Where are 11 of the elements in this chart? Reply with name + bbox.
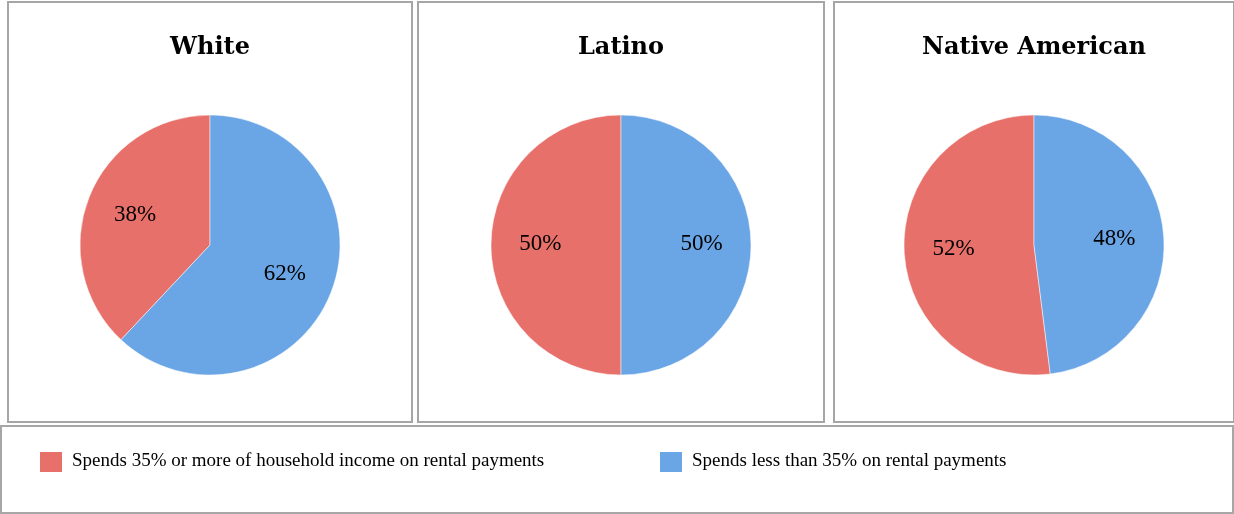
data-label: 50%: [680, 230, 723, 256]
data-label: 52%: [932, 235, 975, 261]
chart-title: Native American: [922, 31, 1146, 60]
data-label: 50%: [519, 230, 562, 256]
chart-title: Latino: [577, 31, 665, 60]
legend-label: Spends less than 35% on rental payments: [692, 449, 1007, 471]
data-label: 62%: [263, 259, 307, 285]
legend-label: Spends 35% or more of household income on rental payments: [72, 449, 545, 471]
data-label: 38%: [113, 200, 157, 226]
chart-title: White: [169, 31, 250, 60]
data-label: 48%: [1093, 225, 1136, 251]
